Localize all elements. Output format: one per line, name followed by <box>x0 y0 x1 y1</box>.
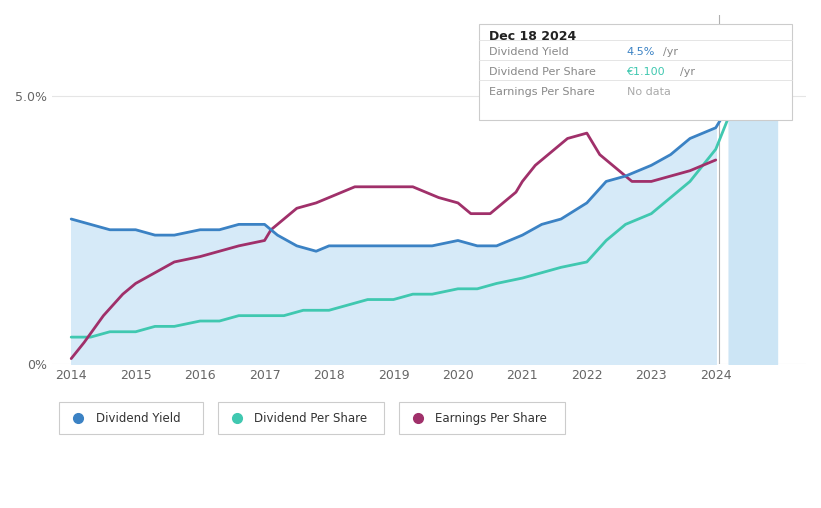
Text: Dec 18 2024: Dec 18 2024 <box>488 30 576 43</box>
FancyBboxPatch shape <box>59 402 203 434</box>
Text: Dividend Yield: Dividend Yield <box>95 411 181 425</box>
Text: Dividend Per Share: Dividend Per Share <box>254 411 367 425</box>
FancyBboxPatch shape <box>218 402 383 434</box>
Text: No data: No data <box>626 87 671 97</box>
Text: Earnings Per Share: Earnings Per Share <box>488 87 594 97</box>
Text: Dividend Yield: Dividend Yield <box>488 47 568 57</box>
Text: Earnings Per Share: Earnings Per Share <box>435 411 547 425</box>
Text: /yr: /yr <box>680 68 695 77</box>
Text: Past: Past <box>722 52 747 65</box>
FancyBboxPatch shape <box>479 24 792 120</box>
Text: €1.100: €1.100 <box>626 68 665 77</box>
Text: 4.5%: 4.5% <box>626 47 655 57</box>
Text: /yr: /yr <box>663 47 678 57</box>
Text: Dividend Per Share: Dividend Per Share <box>488 68 595 77</box>
FancyBboxPatch shape <box>399 402 565 434</box>
